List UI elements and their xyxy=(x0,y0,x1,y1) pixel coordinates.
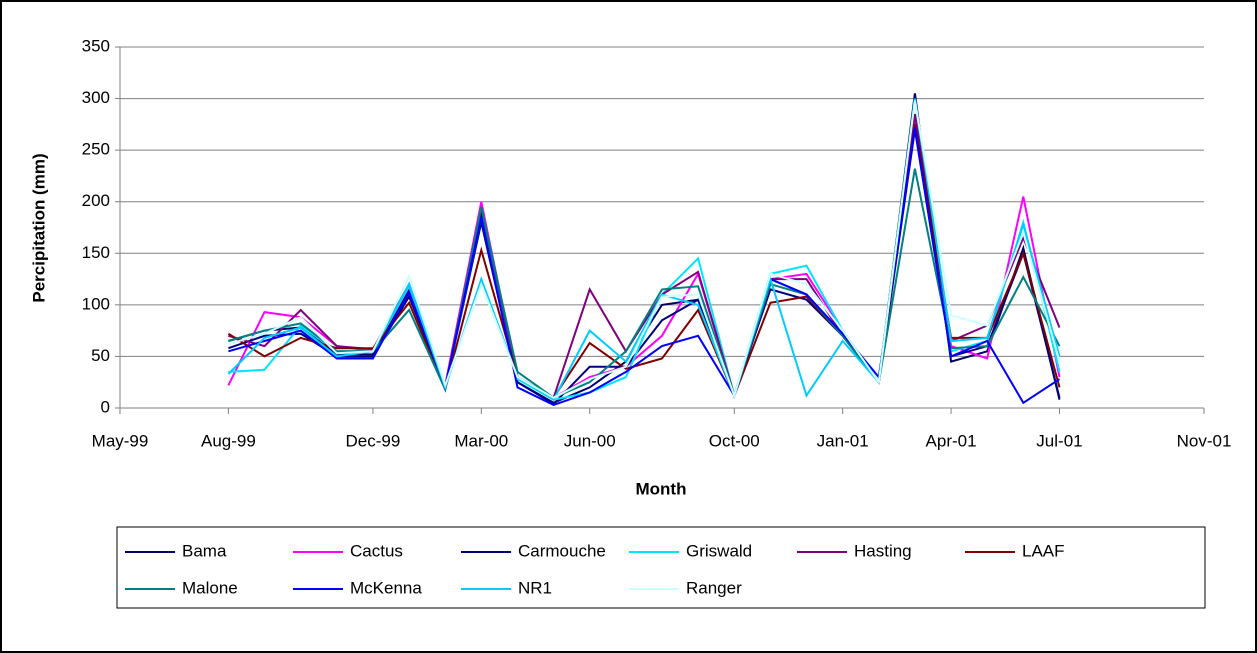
legend-label: Carmouche xyxy=(518,541,606,560)
y-tick-label: 50 xyxy=(91,346,110,365)
legend-box xyxy=(116,526,1206,609)
y-tick-label: 350 xyxy=(82,36,110,55)
x-tick-label: Jun-00 xyxy=(564,431,616,450)
x-tick-label: May-99 xyxy=(92,431,149,450)
legend-label: McKenna xyxy=(350,578,422,597)
x-tick-label: Mar-00 xyxy=(454,431,508,450)
legend-label: Hasting xyxy=(854,541,912,560)
series-line xyxy=(228,100,1061,399)
x-tick-label: Oct-00 xyxy=(709,431,760,450)
legend-label: LAAF xyxy=(1022,541,1065,560)
legend-label: Griswald xyxy=(686,541,752,560)
legend-label: Bama xyxy=(182,541,227,560)
y-tick-label: 150 xyxy=(82,243,110,262)
x-tick-label: Jan-01 xyxy=(817,431,869,450)
y-axis-title: Percipitation (mm) xyxy=(29,153,48,302)
legend-label: NR1 xyxy=(518,578,552,597)
y-tick-label: 100 xyxy=(82,294,110,313)
y-tick-label: 300 xyxy=(82,88,110,107)
legend-label: Ranger xyxy=(686,578,742,597)
y-tick-label: 0 xyxy=(101,397,110,416)
x-tick-label: Dec-99 xyxy=(346,431,401,450)
x-tick-label: Nov-01 xyxy=(1177,431,1232,450)
x-axis-title: Month xyxy=(636,479,687,498)
y-tick-label: 200 xyxy=(82,191,110,210)
series-line xyxy=(228,127,1061,406)
legend-label: Cactus xyxy=(350,541,403,560)
x-tick-label: Jul-01 xyxy=(1036,431,1082,450)
y-tick-label: 250 xyxy=(82,140,110,159)
legend-label: Malone xyxy=(182,578,238,597)
x-tick-label: Aug-99 xyxy=(201,431,256,450)
x-tick-label: Apr-01 xyxy=(926,431,977,450)
